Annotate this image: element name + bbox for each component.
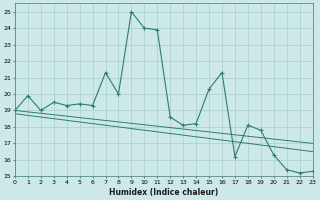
X-axis label: Humidex (Indice chaleur): Humidex (Indice chaleur) xyxy=(109,188,218,197)
